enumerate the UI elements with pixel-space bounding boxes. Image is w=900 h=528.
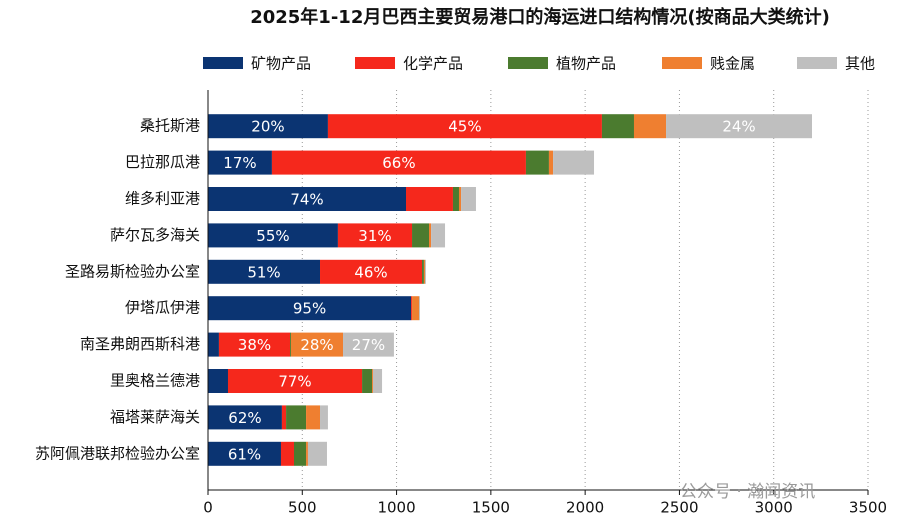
legend-label: 矿物产品 (251, 55, 311, 73)
x-tick-label: 0 (203, 499, 213, 517)
legend-label: 植物产品 (556, 55, 616, 73)
y-tick-label: 萨尔瓦多海关 (110, 226, 200, 244)
x-tick-label: 1500 (472, 499, 510, 517)
bar-segment (452, 187, 459, 211)
watermark: 公众号 · 瀚闻资讯 (680, 482, 815, 502)
bar-segment (208, 369, 228, 393)
bar-segment (412, 296, 420, 321)
bar-segment (208, 114, 328, 139)
legend-label: 化学产品 (403, 55, 463, 73)
bar-segment (293, 441, 307, 466)
chart-title: 2025年1-12月巴西主要贸易港口的海运进口结构情况(按商品大类统计) (250, 6, 830, 28)
bar-segment (548, 150, 554, 175)
bar-segment (208, 223, 338, 248)
data-label: 24% (722, 118, 755, 136)
bar-segment (320, 405, 328, 430)
data-label: 31% (358, 227, 391, 245)
bar-segment (458, 187, 462, 211)
bar-segment (320, 259, 423, 284)
bar-segment (373, 369, 383, 393)
bar-segment (419, 296, 420, 321)
data-label: 46% (354, 263, 387, 281)
bar-segment (406, 187, 453, 211)
bar-segment (306, 405, 321, 430)
data-label: 17% (223, 154, 256, 172)
bar-segment (411, 296, 413, 321)
y-tick-label: 南圣弗朗西斯科港 (80, 335, 200, 353)
y-tick-label: 圣路易斯检验办公室 (65, 262, 200, 280)
bar-segment (286, 405, 307, 430)
data-label: 66% (382, 154, 415, 172)
data-label: 38% (238, 336, 271, 354)
legend-swatch (355, 57, 395, 69)
bar-segment (343, 332, 394, 357)
data-label: 20% (251, 118, 284, 136)
bar-segment (431, 223, 446, 248)
bar-segment (525, 150, 549, 175)
bar-segment (429, 223, 432, 248)
data-label: 51% (247, 263, 280, 281)
bar-segment (327, 114, 602, 139)
bar-segment (208, 150, 272, 175)
bar-segment (337, 223, 413, 248)
data-label: 77% (278, 373, 311, 391)
bar-segment (280, 441, 294, 466)
bar-segment (208, 405, 282, 430)
bar-segment (425, 259, 426, 284)
x-tick-label: 2500 (660, 499, 698, 517)
bar-segment (227, 369, 363, 393)
legend-label: 其他 (845, 55, 875, 73)
bar-segment (290, 332, 344, 357)
y-tick-label: 福塔莱萨海关 (110, 408, 200, 426)
x-tick-label: 2000 (566, 499, 604, 517)
bar-segment (553, 150, 595, 175)
y-tick-label: 维多利亚港 (125, 190, 200, 208)
bar-segment (461, 187, 476, 211)
bar-segment (423, 259, 426, 284)
data-label: 28% (300, 336, 333, 354)
legend-swatch (203, 57, 243, 69)
bar-segment (422, 259, 424, 284)
data-label: 55% (256, 227, 289, 245)
bar-segment (208, 259, 321, 284)
legend-label: 贱金属 (710, 55, 755, 73)
bar-segment (412, 223, 430, 248)
bar-segment (601, 114, 634, 139)
legend-swatch (797, 57, 837, 69)
bar-segment (208, 187, 406, 211)
bar-segment (633, 114, 667, 139)
data-label: 62% (228, 409, 261, 427)
y-tick-label: 里奥格兰德港 (110, 372, 200, 390)
bar-segment (208, 296, 412, 321)
bar-segment (306, 441, 308, 466)
data-label: 61% (228, 445, 261, 463)
x-tick-label: 3500 (849, 499, 887, 517)
data-label: 27% (352, 336, 385, 354)
bar-segment (208, 441, 281, 466)
legend-swatch (508, 57, 548, 69)
bar-segment (290, 332, 291, 357)
bar-segment (271, 150, 526, 175)
x-tick-label: 500 (288, 499, 317, 517)
y-tick-label: 伊塔瓜伊港 (125, 299, 200, 317)
y-tick-label: 桑托斯港 (140, 117, 200, 135)
data-label: 95% (293, 300, 326, 318)
x-tick-label: 3000 (755, 499, 793, 517)
x-tick-label: 1000 (377, 499, 415, 517)
bar-segment (362, 369, 373, 393)
bar-segment (372, 369, 373, 393)
bar-segment (281, 405, 287, 430)
data-label: 45% (448, 118, 481, 136)
y-tick-label: 苏阿佩港联邦检验办公室 (35, 444, 200, 462)
bar-segment (208, 332, 219, 357)
bar-segment (666, 114, 812, 139)
data-label: 74% (290, 191, 323, 209)
bar-segment (307, 441, 327, 466)
legend-swatch (662, 57, 702, 69)
y-tick-label: 巴拉那瓜港 (125, 153, 200, 171)
bar-segment (218, 332, 291, 357)
